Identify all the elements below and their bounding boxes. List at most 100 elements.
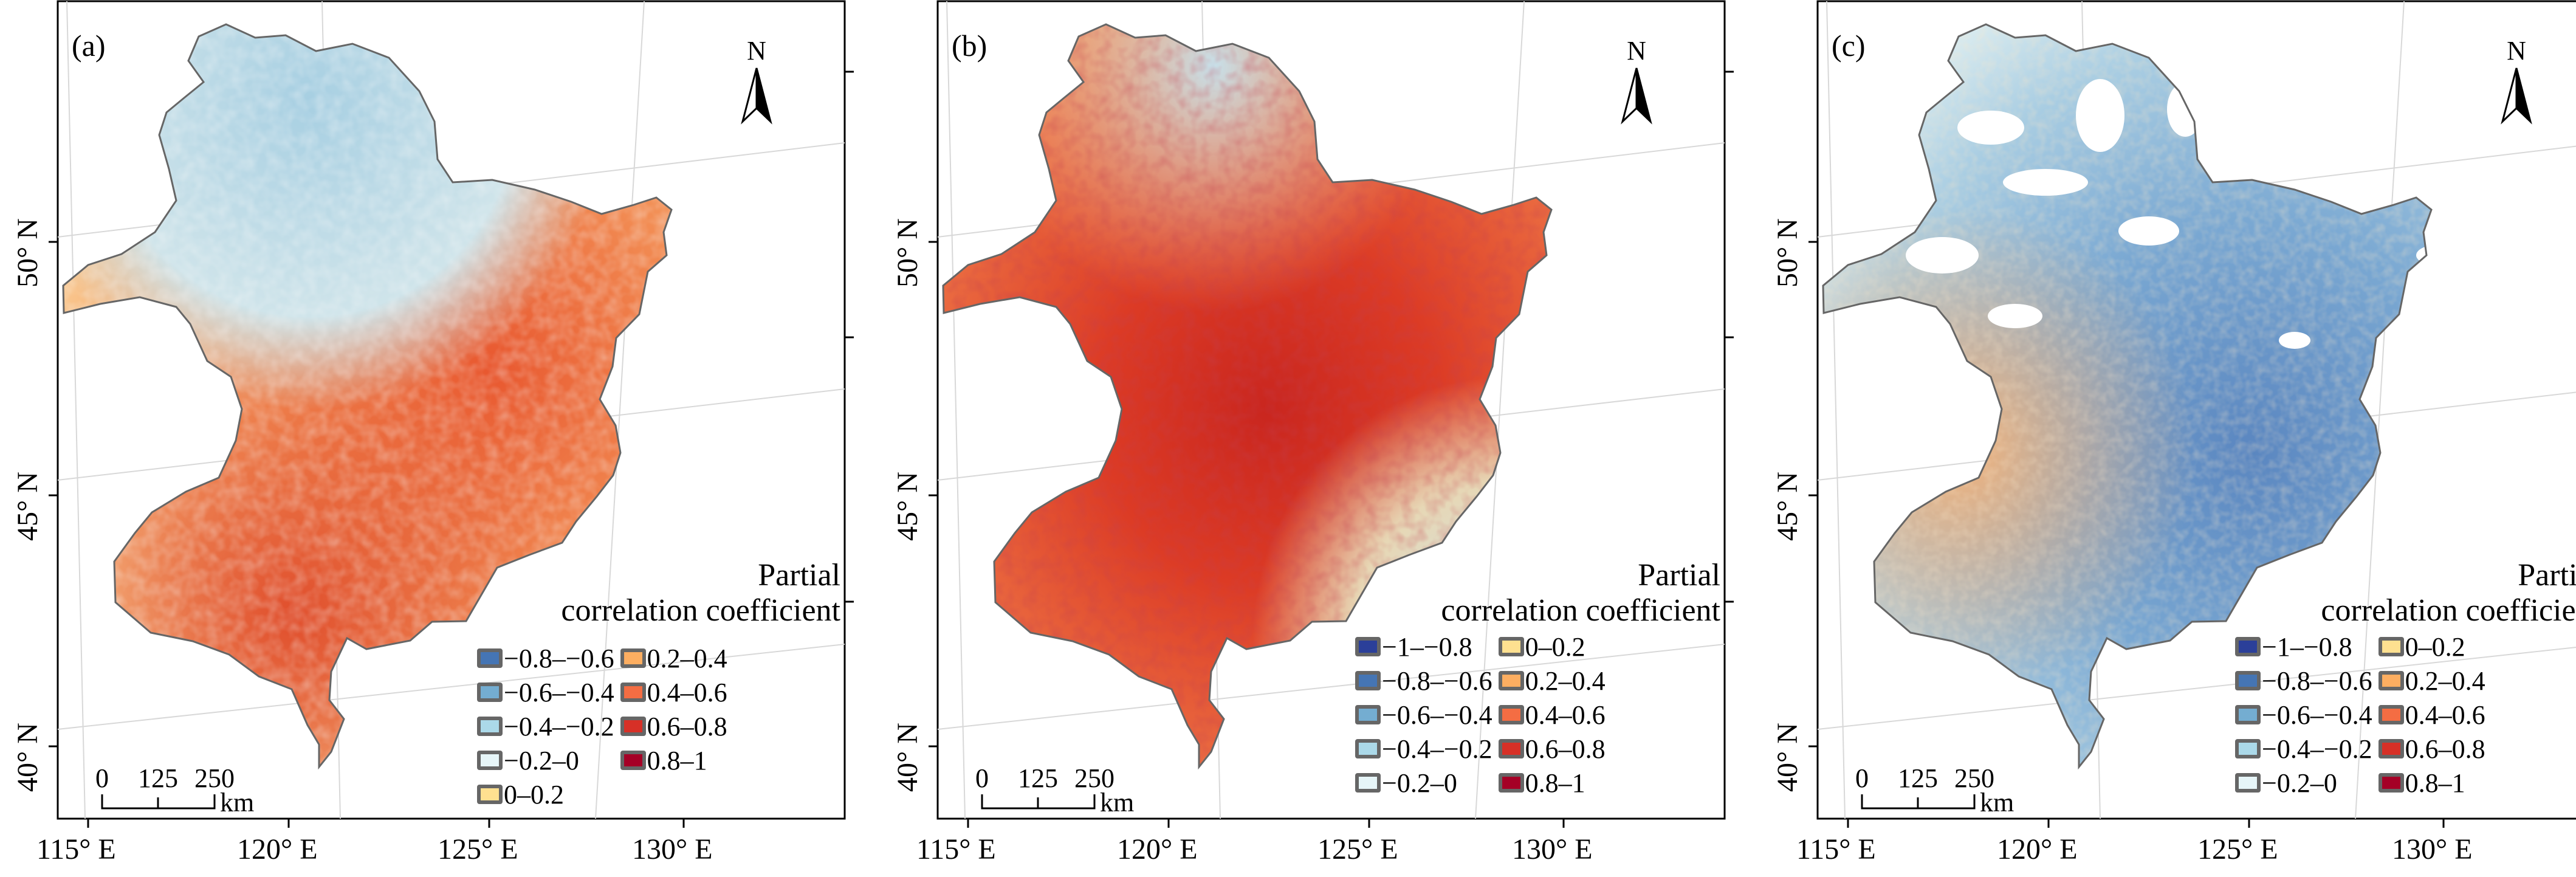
legend-label: 0.8–1 xyxy=(1525,768,1585,798)
scale-value: 250 xyxy=(1074,763,1115,793)
legend-label: 0.8–1 xyxy=(2405,768,2465,798)
legend-title-line1: Partial xyxy=(2518,558,2576,593)
region-boundary xyxy=(62,23,673,770)
panel-label: (b) xyxy=(952,29,987,63)
north-arrow-icon xyxy=(1621,67,1652,125)
legend-swatch xyxy=(1498,705,1524,724)
legend-label: −0.2–0 xyxy=(504,745,579,776)
legend-label: −0.6–−0.4 xyxy=(2262,700,2372,730)
legend-swatch xyxy=(477,785,503,804)
legend-swatch xyxy=(1355,637,1381,656)
y-tick-label: 50° N xyxy=(1771,218,1804,287)
legend-label: −0.6–−0.4 xyxy=(504,677,614,707)
legend-item: 0.6–0.8 xyxy=(620,709,727,743)
legend-item: 0.4–0.6 xyxy=(620,675,727,709)
legend-label: 0.6–0.8 xyxy=(2405,734,2485,764)
legend-swatch xyxy=(620,717,646,736)
scale-value: 125 xyxy=(1018,763,1058,793)
y-tick-label: 50° N xyxy=(891,218,924,287)
legend-item: 0.4–0.6 xyxy=(1498,698,1606,732)
north-label: N xyxy=(1627,36,1646,66)
legend-label: −0.4–−0.2 xyxy=(1382,734,1492,764)
legend-item: −0.4–−0.2 xyxy=(2235,732,2372,766)
north-arrow-icon xyxy=(741,67,772,125)
panel-label: (a) xyxy=(72,29,106,63)
scale-value: 125 xyxy=(1898,763,1938,793)
x-tick-label: 120° E xyxy=(1997,833,2078,865)
x-tick-label: 120° E xyxy=(1117,833,1198,865)
legend-item: −0.2–0 xyxy=(477,743,614,777)
legend-item: 0.8–1 xyxy=(620,743,727,777)
legend-item: −0.8–−0.6 xyxy=(2235,664,2372,698)
legend-item: 0.6–0.8 xyxy=(1498,732,1606,766)
legend-swatch xyxy=(2378,637,2404,656)
panel-label: (c) xyxy=(1832,29,1866,63)
legend: −1–−0.8 −0.8–−0.6 −0.6–−0.4 −0.4–−0.2 −0.2–0… xyxy=(2235,630,2485,800)
legend-item: 0.6–0.8 xyxy=(2378,732,2485,766)
legend-item: 0–0.2 xyxy=(2378,630,2485,664)
legend-label: 0.2–0.4 xyxy=(647,643,727,673)
legend-label: 0–0.2 xyxy=(504,779,564,810)
map-panel-c: (c) N 0 125 250 km 115° E 120° E 125° E 130° E 40… xyxy=(1760,0,2576,877)
legend-label: 0.4–0.6 xyxy=(1525,700,1606,730)
legend-label: 0–0.2 xyxy=(2405,631,2465,662)
legend-swatch xyxy=(2235,637,2261,656)
legend-swatch xyxy=(2235,773,2261,793)
legend-item: 0–0.2 xyxy=(1498,630,1606,664)
legend-label: −1–−0.8 xyxy=(1382,631,1472,662)
x-tick-label: 130° E xyxy=(1512,833,1593,865)
scale-value: 0 xyxy=(975,763,989,793)
map-panel-a: (a) N 0 125 250 km 115° E 120° E 125° E 130° E 40… xyxy=(0,0,859,877)
legend-item: −0.4–−0.2 xyxy=(1355,732,1492,766)
legend-label: −0.8–−0.6 xyxy=(504,643,614,673)
x-tick-label: 115° E xyxy=(916,833,996,865)
legend-title-line2: correlation coefficient xyxy=(1441,593,1720,628)
y-tick-label: 45° N xyxy=(1771,472,1804,541)
legend-swatch xyxy=(620,683,646,702)
x-tick-label: 125° E xyxy=(438,833,518,865)
x-tick-label: 125° E xyxy=(2197,833,2278,865)
legend-swatch xyxy=(477,751,503,770)
axis-ticks xyxy=(49,71,854,828)
legend-swatch xyxy=(1498,739,1524,758)
y-tick-label: 40° N xyxy=(1771,723,1804,792)
legend-item: 0.2–0.4 xyxy=(620,641,727,675)
north-label: N xyxy=(2507,36,2526,66)
scale-value: 125 xyxy=(138,763,178,793)
legend-swatch xyxy=(2378,739,2404,758)
legend-label: −0.8–−0.6 xyxy=(1382,665,1492,696)
scale-value: 0 xyxy=(1855,763,1869,793)
legend-item: −0.6–−0.4 xyxy=(2235,698,2372,732)
legend-swatch xyxy=(1355,739,1381,758)
legend-swatch xyxy=(2235,671,2261,690)
y-tick-label: 45° N xyxy=(891,472,924,541)
legend-swatch xyxy=(477,648,503,668)
legend-item: 0.8–1 xyxy=(2378,766,2485,800)
legend-item: −0.2–0 xyxy=(1355,766,1492,800)
legend-title-line1: Partial xyxy=(758,558,840,593)
north-label: N xyxy=(747,36,766,66)
legend-label: 0.6–0.8 xyxy=(647,711,727,741)
legend-label: 0.8–1 xyxy=(647,745,707,776)
legend-spacer xyxy=(620,777,727,811)
legend-label: −0.4–−0.2 xyxy=(2262,734,2372,764)
legend-swatch xyxy=(1498,773,1524,793)
scale-unit: km xyxy=(220,788,254,817)
legend-swatch xyxy=(1498,671,1524,690)
legend-title-line2: correlation coefficient xyxy=(2321,593,2576,628)
legend-swatch xyxy=(2378,671,2404,690)
legend-swatch xyxy=(620,648,646,668)
scale-value: 250 xyxy=(1954,763,1994,793)
legend-item: 0.4–0.6 xyxy=(2378,698,2485,732)
legend-item: −0.4–−0.2 xyxy=(477,709,614,743)
legend-label: −0.6–−0.4 xyxy=(1382,700,1492,730)
north-arrow-icon xyxy=(2501,67,2532,125)
legend-item: −1–−0.8 xyxy=(2235,630,2372,664)
legend: −1–−0.8 −0.8–−0.6 −0.6–−0.4 −0.4–−0.2 −0.2–0… xyxy=(1355,630,1606,800)
legend: −0.8–−0.6 −0.6–−0.4 −0.4–−0.2 −0.2–0 0–0.2 0.… xyxy=(477,641,727,811)
